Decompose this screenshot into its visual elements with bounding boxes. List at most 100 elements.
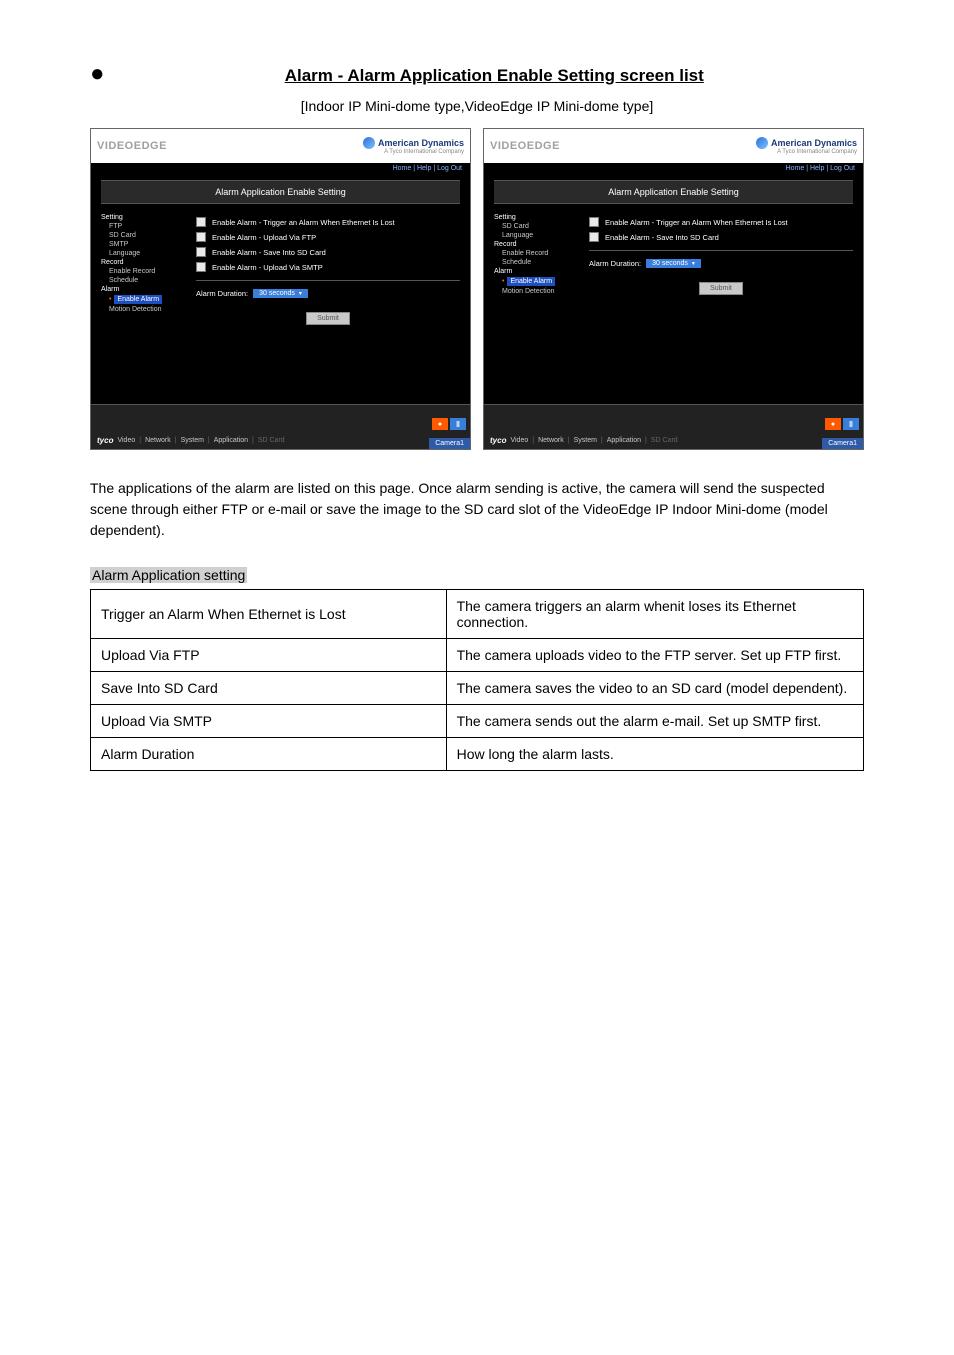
sidebar-item-motion[interactable]: Motion Detection — [502, 288, 589, 295]
sidebar-item-enable-alarm[interactable]: Enable Alarm — [502, 277, 589, 286]
divider — [196, 280, 460, 281]
alarm-duration-select[interactable]: 30 seconds — [646, 259, 701, 268]
crumb-video[interactable]: Video — [117, 437, 135, 444]
sidebar-item-language[interactable]: Language — [502, 232, 589, 239]
cell: Trigger an Alarm When Ethernet is Lost — [91, 590, 447, 639]
checkbox-icon[interactable] — [589, 217, 599, 227]
sidebar-item-alarm[interactable]: Alarm — [494, 268, 589, 275]
alarm-duration-label: Alarm Duration: — [589, 259, 641, 268]
crumb-sdcard[interactable]: SD Card — [651, 437, 678, 444]
top-links[interactable]: Home | Help | Log Out — [484, 163, 863, 174]
sidebar-item-record[interactable]: Record — [101, 259, 196, 266]
submit-button[interactable]: Submit — [306, 312, 350, 325]
sidebar-item-schedule[interactable]: Schedule — [109, 277, 196, 284]
table-row: Upload Via FTPThe camera uploads video t… — [91, 639, 864, 672]
cell: Save Into SD Card — [91, 672, 447, 705]
sidebar: Setting SD Card Language Record Enable R… — [494, 212, 589, 404]
brand-left: VIDEOEDGE — [97, 140, 167, 152]
checkbox-save-sd[interactable]: Enable Alarm - Save Into SD Card — [196, 247, 460, 257]
tyco-logo: tyco — [97, 436, 113, 445]
pause-icon[interactable]: ‖ — [450, 418, 466, 430]
cell: The camera sends out the alarm e-mail. S… — [446, 705, 863, 738]
cell: Alarm Duration — [91, 738, 447, 771]
record-icon[interactable]: ● — [825, 418, 841, 430]
crumb-network[interactable]: Network — [538, 437, 564, 444]
cell: The camera saves the video to an SD card… — [446, 672, 863, 705]
table-title: Alarm Application setting — [90, 567, 247, 583]
crumb-application[interactable]: Application — [214, 437, 248, 444]
sidebar-item-schedule[interactable]: Schedule — [502, 259, 589, 266]
checkbox-save-sd[interactable]: Enable Alarm - Save Into SD Card — [589, 232, 853, 242]
sidebar-item-enable-record[interactable]: Enable Record — [109, 268, 196, 275]
sidebar-item-smtp[interactable]: SMTP — [109, 241, 196, 248]
sidebar-item-setting[interactable]: Setting — [494, 214, 589, 221]
crumb-system[interactable]: System — [574, 437, 597, 444]
brand-right-sub: A Tyco International Company — [777, 149, 857, 155]
camera-tag: Camera1 — [822, 438, 863, 449]
globe-icon — [363, 137, 375, 149]
checkbox-icon[interactable] — [196, 247, 206, 257]
crumb-video[interactable]: Video — [510, 437, 528, 444]
sidebar-item-enable-record[interactable]: Enable Record — [502, 250, 589, 257]
sidebar-item-language[interactable]: Language — [109, 250, 196, 257]
checkbox-icon[interactable] — [196, 262, 206, 272]
checkbox-upload-smtp[interactable]: Enable Alarm - Upload Via SMTP — [196, 262, 460, 272]
brand-left: VIDEOEDGE — [490, 140, 560, 152]
screenshot-row: VIDEOEDGE American Dynamics A Tyco Inter… — [90, 128, 864, 450]
pause-icon[interactable]: ‖ — [843, 418, 859, 430]
cell: The camera triggers an alarm whenit lose… — [446, 590, 863, 639]
sidebar-item-enable-alarm[interactable]: Enable Alarm — [109, 295, 196, 304]
doc-subheading: [Indoor IP Mini-dome type,VideoEdge IP M… — [90, 98, 864, 114]
divider — [589, 250, 853, 251]
screenshot-left: VIDEOEDGE American Dynamics A Tyco Inter… — [90, 128, 471, 450]
sidebar-item-motion[interactable]: Motion Detection — [109, 306, 196, 313]
sidebar-item-record[interactable]: Record — [494, 241, 589, 248]
sidebar-item-ftp[interactable]: FTP — [109, 223, 196, 230]
cell: Upload Via SMTP — [91, 705, 447, 738]
checkbox-icon[interactable] — [196, 217, 206, 227]
sidebar-item-setting[interactable]: Setting — [101, 214, 196, 221]
camera-tag: Camera1 — [429, 438, 470, 449]
top-links[interactable]: Home | Help | Log Out — [91, 163, 470, 174]
table-row: Trigger an Alarm When Ethernet is LostTh… — [91, 590, 864, 639]
checkbox-ethernet-lost[interactable]: Enable Alarm - Trigger an Alarm When Eth… — [589, 217, 853, 227]
checkbox-icon[interactable] — [589, 232, 599, 242]
cell: Upload Via FTP — [91, 639, 447, 672]
submit-button[interactable]: Submit — [699, 282, 743, 295]
alarm-duration-label: Alarm Duration: — [196, 289, 248, 298]
checkbox-ethernet-lost[interactable]: Enable Alarm - Trigger an Alarm When Eth… — [196, 217, 460, 227]
table-row: Save Into SD CardThe camera saves the vi… — [91, 672, 864, 705]
screenshot-right: VIDEOEDGE American Dynamics A Tyco Inter… — [483, 128, 864, 450]
checkbox-icon[interactable] — [196, 232, 206, 242]
table-row: Alarm DurationHow long the alarm lasts. — [91, 738, 864, 771]
breadcrumb: tyco Video| Network| System| Application… — [484, 432, 684, 449]
globe-icon — [756, 137, 768, 149]
sidebar-item-alarm[interactable]: Alarm — [101, 286, 196, 293]
sidebar: Setting FTP SD Card SMTP Language Record… — [101, 212, 196, 404]
brand-right: American Dynamics — [378, 138, 464, 148]
content-panel: Enable Alarm - Trigger an Alarm When Eth… — [196, 212, 460, 404]
sidebar-item-sdcard[interactable]: SD Card — [109, 232, 196, 239]
doc-paragraph: The applications of the alarm are listed… — [90, 478, 864, 541]
content-panel: Enable Alarm - Trigger an Alarm When Eth… — [589, 212, 853, 404]
brand-right-sub: A Tyco International Company — [384, 149, 464, 155]
crumb-system[interactable]: System — [181, 437, 204, 444]
panel-title: Alarm Application Enable Setting — [494, 180, 853, 204]
bullet-dot: ● — [90, 60, 105, 88]
cell: How long the alarm lasts. — [446, 738, 863, 771]
tyco-logo: tyco — [490, 436, 506, 445]
crumb-sdcard[interactable]: SD Card — [258, 437, 285, 444]
record-icon[interactable]: ● — [432, 418, 448, 430]
settings-table: Trigger an Alarm When Ethernet is LostTh… — [90, 589, 864, 771]
doc-heading: Alarm - Alarm Application Enable Setting… — [125, 66, 865, 86]
crumb-network[interactable]: Network — [145, 437, 171, 444]
cell: The camera uploads video to the FTP serv… — [446, 639, 863, 672]
breadcrumb: tyco Video| Network| System| Application… — [91, 432, 291, 449]
alarm-duration-select[interactable]: 30 seconds — [253, 289, 308, 298]
panel-title: Alarm Application Enable Setting — [101, 180, 460, 204]
checkbox-upload-ftp[interactable]: Enable Alarm - Upload Via FTP — [196, 232, 460, 242]
sidebar-item-sdcard[interactable]: SD Card — [502, 223, 589, 230]
crumb-application[interactable]: Application — [607, 437, 641, 444]
table-row: Upload Via SMTPThe camera sends out the … — [91, 705, 864, 738]
brand-right: American Dynamics — [771, 138, 857, 148]
